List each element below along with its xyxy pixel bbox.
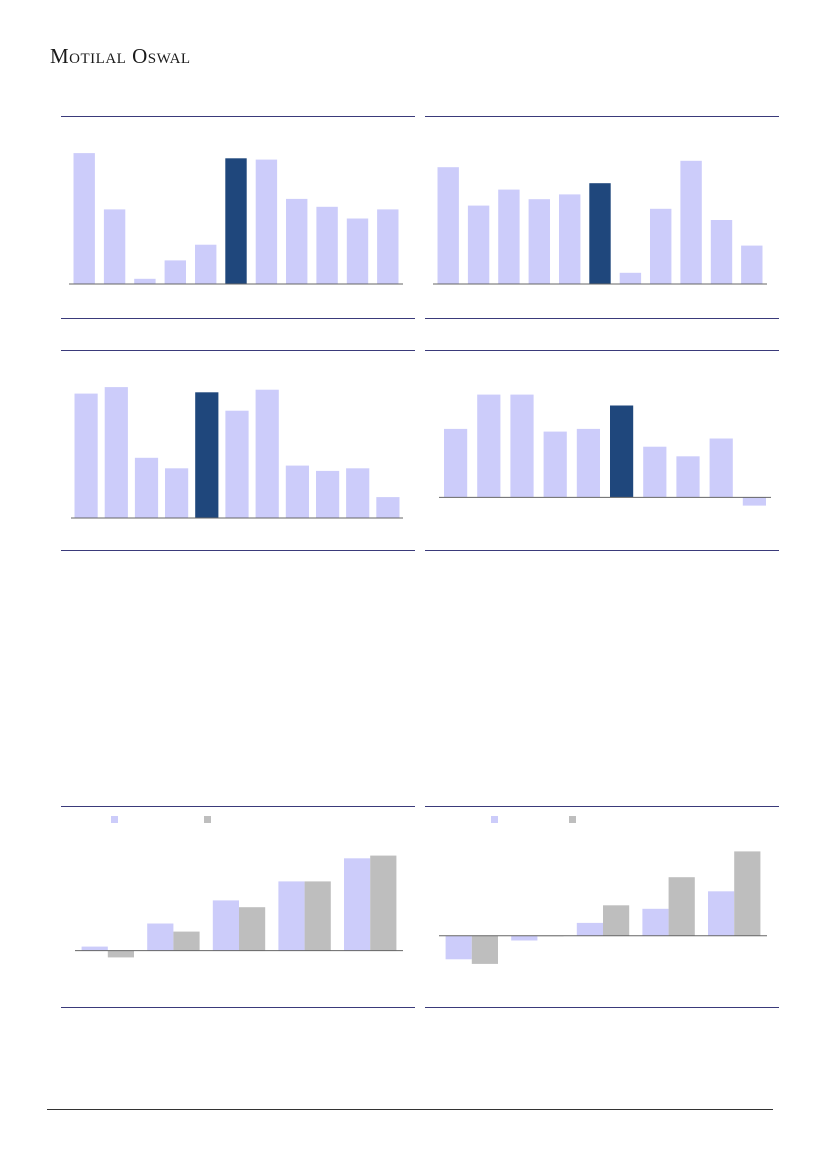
series-2-bar-5 xyxy=(370,855,397,951)
bar-chart-1 xyxy=(69,153,403,285)
chart-panel-6 xyxy=(425,806,779,1009)
panel-top-rule xyxy=(61,350,415,351)
bar-3 xyxy=(498,189,520,284)
series-2-bar-1 xyxy=(107,950,134,958)
bar-7 xyxy=(643,446,667,498)
bar-10 xyxy=(346,468,370,518)
footer-rule xyxy=(47,1109,773,1110)
bar-2 xyxy=(467,205,490,284)
bar-5 xyxy=(195,392,219,518)
bar-3 xyxy=(134,278,156,284)
bar-5 xyxy=(576,428,600,498)
bar-chart-4 xyxy=(439,394,771,506)
bar-10 xyxy=(742,497,766,506)
panel-top-rule xyxy=(61,116,415,117)
series-1-bar-5 xyxy=(344,858,371,951)
series-2-bar-4 xyxy=(304,881,331,951)
series-1-bar-2 xyxy=(511,935,538,941)
bar-9 xyxy=(316,206,338,284)
chart-panel-5 xyxy=(61,806,415,1009)
panel-bottom-rule xyxy=(61,1007,415,1008)
bar-8 xyxy=(285,465,309,518)
panel-bottom-rule xyxy=(61,318,415,319)
bar-7 xyxy=(255,389,279,518)
chart-panel-4 xyxy=(425,350,779,552)
bar-11 xyxy=(376,497,400,518)
bar-9 xyxy=(316,470,340,518)
bar-4 xyxy=(165,468,189,518)
bar-4 xyxy=(543,431,567,498)
grouped-bar-chart-5 xyxy=(75,816,403,958)
bar-2 xyxy=(477,394,501,498)
chart-panel-3 xyxy=(61,350,415,552)
legend-swatch-2 xyxy=(569,816,576,823)
bar-3 xyxy=(134,457,159,518)
bar-4 xyxy=(164,260,186,284)
bar-1 xyxy=(444,428,468,498)
bar-11 xyxy=(377,209,399,284)
series-1-bar-1 xyxy=(81,946,108,951)
legend-swatch-2 xyxy=(204,816,211,823)
bar-9 xyxy=(709,438,733,498)
panel-bottom-rule xyxy=(425,318,779,319)
bar-6 xyxy=(225,410,249,518)
bar-1 xyxy=(73,153,95,284)
panel-bottom-rule xyxy=(425,550,779,551)
bar-6 xyxy=(225,158,247,284)
series-1-bar-3 xyxy=(576,922,603,936)
panel-top-rule xyxy=(425,806,779,807)
bar-8 xyxy=(676,456,700,498)
bar-6 xyxy=(610,405,634,498)
bar-1 xyxy=(74,393,98,518)
panel-top-rule xyxy=(425,350,779,351)
series-1-bar-5 xyxy=(708,891,735,936)
grouped-bar-chart-6 xyxy=(439,816,767,964)
series-1-bar-3 xyxy=(212,900,239,951)
panel-top-rule xyxy=(425,116,779,117)
series-2-bar-3 xyxy=(239,907,266,951)
bar-4 xyxy=(528,199,550,284)
bar-9 xyxy=(680,160,702,284)
bar-6 xyxy=(589,183,611,284)
series-2-bar-5 xyxy=(734,851,761,936)
legend-swatch-1 xyxy=(491,816,498,823)
bar-7 xyxy=(619,272,642,284)
bar-7 xyxy=(255,159,278,284)
brand-logo: Motilal Oswal xyxy=(50,44,191,68)
panel-bottom-rule xyxy=(61,550,415,551)
bar-10 xyxy=(710,220,733,284)
bar-2 xyxy=(104,387,128,518)
chart-panel-2 xyxy=(425,116,779,320)
bar-8 xyxy=(650,208,672,284)
bar-3 xyxy=(510,394,534,498)
bar-chart-3 xyxy=(71,387,403,519)
panel-top-rule xyxy=(61,806,415,807)
series-1-bar-2 xyxy=(147,923,174,951)
series-1-bar-4 xyxy=(642,908,669,936)
bar-8 xyxy=(286,198,308,284)
bar-chart-2 xyxy=(433,160,767,285)
series-2-bar-3 xyxy=(603,905,630,936)
legend-swatch-1 xyxy=(111,816,118,823)
panel-bottom-rule xyxy=(425,1007,779,1008)
bar-10 xyxy=(346,218,369,284)
chart-panel-1 xyxy=(61,116,415,320)
bar-1 xyxy=(437,167,459,284)
series-1-bar-1 xyxy=(445,935,472,960)
bar-5 xyxy=(559,194,581,284)
bar-5 xyxy=(195,244,217,284)
bar-11 xyxy=(741,245,763,284)
series-1-bar-4 xyxy=(278,881,305,951)
series-2-bar-1 xyxy=(471,935,498,964)
series-2-bar-4 xyxy=(668,877,695,936)
bar-2 xyxy=(103,209,126,284)
series-2-bar-2 xyxy=(173,931,200,951)
